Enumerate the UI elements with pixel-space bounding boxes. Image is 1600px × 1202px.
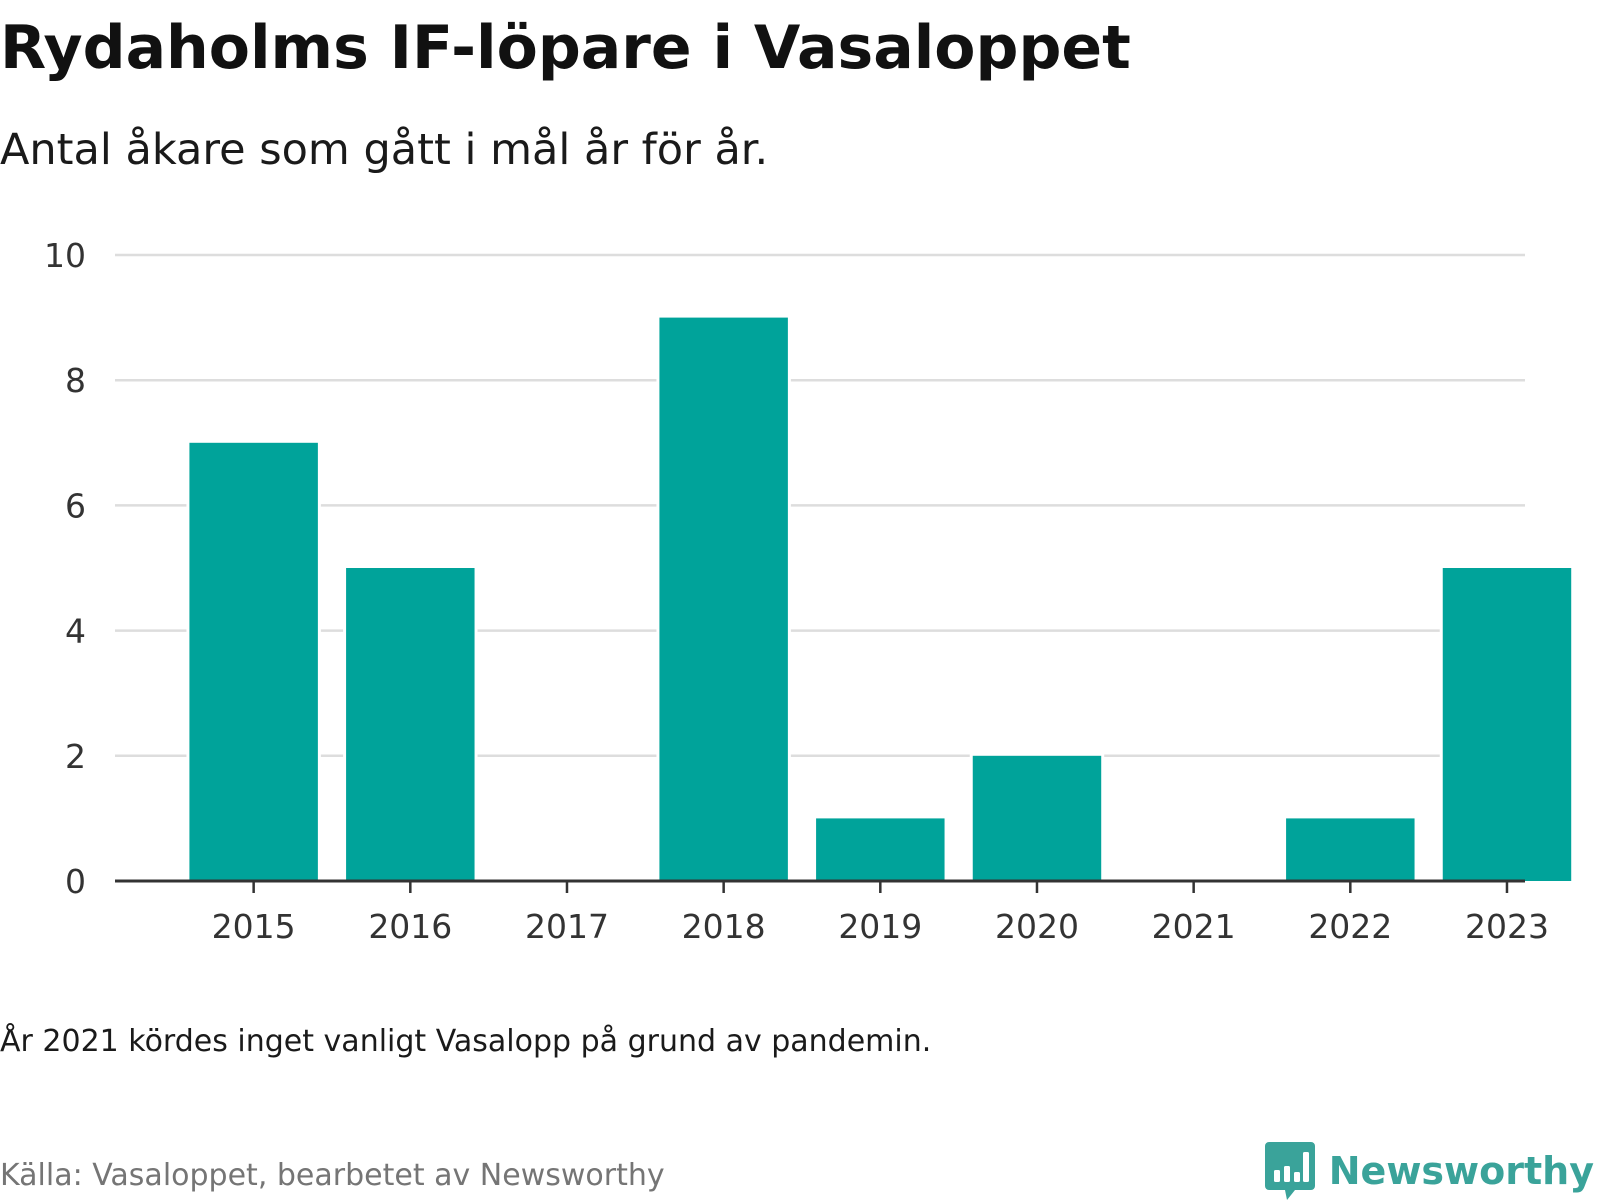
y-tick-label: 0 [65, 862, 86, 901]
bar-2023 [1439, 565, 1575, 884]
x-tick-label: 2016 [368, 907, 452, 946]
y-tick-label: 10 [44, 236, 86, 275]
y-tick-label: 2 [65, 737, 86, 776]
source-text: Källa: Vasaloppet, bearbetet av Newswort… [0, 1158, 665, 1193]
x-tick-label: 2022 [1308, 907, 1392, 946]
x-tick-label: 2021 [1152, 907, 1236, 946]
y-tick-label: 6 [65, 486, 86, 525]
newsworthy-logo: Newsworthy [1264, 1140, 1594, 1202]
x-axis-ticks: 2015 2016 2017 2018 2019 2020 2021 2022 2023 [212, 881, 1549, 946]
x-tick-label: 2020 [995, 907, 1079, 946]
brand-name: Newsworthy [1328, 1149, 1594, 1193]
gridlines [115, 253, 1525, 758]
bar-2022 [1283, 815, 1418, 885]
chart-note: År 2021 kördes inget vanligt Vasalopp på… [0, 1024, 932, 1059]
y-tick-label: 4 [65, 612, 86, 651]
x-tick-label: 2018 [682, 907, 766, 946]
x-tick-label: 2023 [1465, 907, 1549, 946]
bar-2016 [343, 565, 478, 884]
bar-2018 [656, 314, 791, 885]
bar-2015 [186, 439, 321, 885]
x-tick-label: 2015 [212, 907, 296, 946]
y-tick-label: 8 [65, 361, 86, 400]
bar-2020 [969, 752, 1105, 884]
y-axis-ticks: 0 2 4 6 8 10 [44, 236, 86, 901]
x-tick-label: 2019 [838, 907, 922, 946]
chart-speech-bubble-icon [1264, 1142, 1315, 1200]
chart-subtitle: Antal åkare som gått i mål år för år. [0, 125, 769, 175]
bar-chart: 0 2 4 6 8 10 2015 2016 2017 2018 2019 2020 2021 2022… [44, 236, 1575, 946]
x-tick-label: 2017 [525, 907, 609, 946]
bars [186, 314, 1575, 885]
chart-title: Rydaholms IF-löpare i Vasaloppet [0, 13, 1131, 83]
bar-2019 [813, 815, 948, 885]
